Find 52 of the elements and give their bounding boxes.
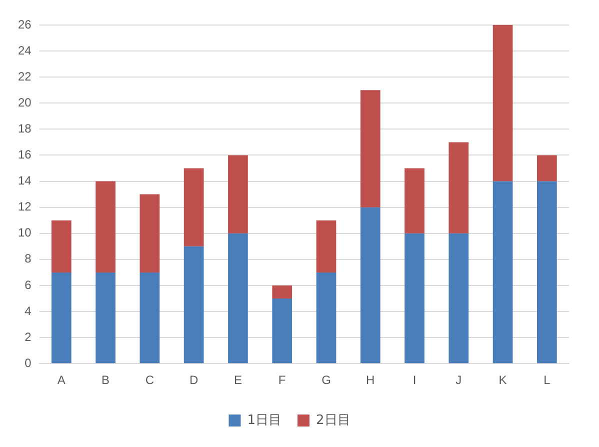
x-tick-label: B [102,373,110,388]
bar [51,272,72,364]
y-tick-label: 6 [24,278,32,292]
x-tick-label: F [278,373,286,388]
y-tick-label: 12 [18,200,32,214]
y-tick-label: 14 [18,174,32,188]
legend-label: 1日目 [247,412,282,428]
y-tick-label: 18 [18,121,32,136]
bar [96,181,116,272]
bar [448,142,469,234]
bar [492,25,513,182]
bar [228,155,248,234]
y-tick-label: 2 [24,330,32,344]
legend-label: 2日目 [316,412,350,428]
x-tick-label: K [498,373,507,388]
bar [228,233,248,364]
x-tick-label: L [544,373,551,388]
y-tick-label: 0 [24,356,32,370]
bar [51,220,72,272]
bar [537,181,557,364]
y-tick-label: 8 [24,252,32,266]
bar [360,207,380,364]
bar [140,272,160,364]
x-tick-label: A [57,373,66,388]
y-tick-label: 24 [18,43,32,58]
y-tick-label: 16 [18,148,32,162]
bar [404,233,424,364]
y-tick-label: 26 [18,17,32,32]
bar [96,272,116,364]
y-tick-label: 4 [24,304,32,318]
y-tick-label: 10 [18,226,32,240]
x-tick-label: D [189,373,198,388]
x-tick-label: I [412,373,416,388]
bar [272,298,292,364]
x-tick-label: J [456,373,462,388]
y-tick-label: 22 [18,69,32,84]
y-tick-label: 20 [18,95,32,110]
x-tick-label: H [366,373,375,388]
bar [272,285,292,298]
bar [360,90,380,208]
x-tick-label: E [234,373,242,388]
x-tick-label: C [145,373,154,388]
bar [316,272,336,364]
bar [492,181,513,364]
bar [404,168,424,234]
bar [537,155,557,182]
bar [316,220,336,272]
bar [184,168,204,246]
x-tick-label: G [322,373,331,388]
bar [140,194,160,272]
bar [184,246,204,364]
bar [448,233,469,364]
